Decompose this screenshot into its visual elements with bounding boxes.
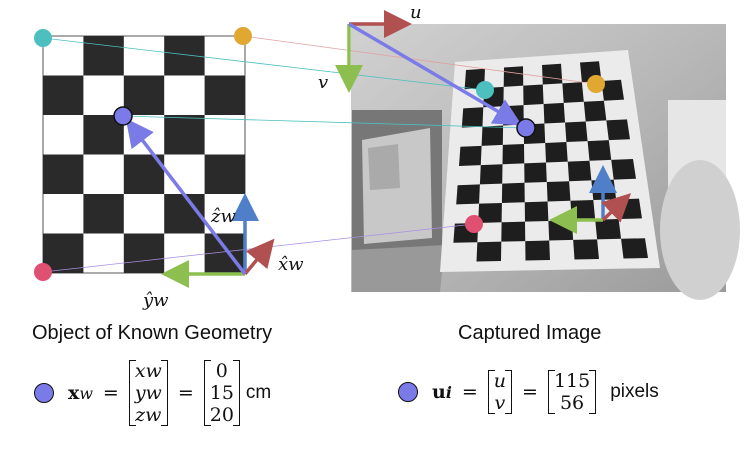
- image-symbol: u: [432, 381, 446, 403]
- checker-square: [204, 75, 245, 115]
- photo-x-arrow: [601, 193, 632, 223]
- world-value-y: 15: [209, 382, 234, 404]
- v-axis-label: v: [318, 72, 328, 93]
- orange-point-world: [234, 27, 252, 45]
- image-label-u: u: [493, 370, 507, 392]
- captured-checkerboard: [453, 61, 648, 262]
- world-value-x: 0: [215, 360, 228, 382]
- world-value-z: 20: [209, 404, 234, 426]
- photo-checker-square: [543, 102, 566, 124]
- photo-checker-square: [476, 241, 502, 262]
- checker-square: [43, 75, 84, 115]
- photo-checker-square: [573, 239, 599, 260]
- photo-checker-square: [524, 162, 547, 183]
- image-position-arrow: [348, 22, 523, 126]
- photo-checker-square: [502, 143, 525, 165]
- photo-checker-square: [525, 240, 550, 261]
- person-in-photo: [660, 160, 740, 300]
- blue-point-world: [113, 106, 133, 126]
- orange-point-image: [587, 75, 605, 93]
- world-vector-values: 0 15 20: [203, 360, 241, 426]
- world-unit: cm: [245, 382, 272, 403]
- x-axis-arrow: [243, 238, 275, 276]
- photo-checker-square: [583, 100, 607, 122]
- image-value-u: 115: [553, 370, 591, 392]
- photo-checker-square: [546, 181, 571, 202]
- image-subscript: i: [445, 382, 452, 402]
- right-caption: Captured Image: [458, 322, 602, 344]
- points: [34, 27, 605, 281]
- teal-point-world: [34, 29, 52, 47]
- checker-square: [83, 36, 124, 76]
- photo-checker-square: [567, 160, 592, 182]
- checker-square: [164, 115, 205, 155]
- photo-checker-square: [570, 200, 596, 221]
- photo-checker-square: [601, 79, 624, 101]
- checker-square: [204, 154, 245, 194]
- world-symbol: x: [68, 382, 80, 404]
- correspondence-lines: [42, 35, 597, 273]
- photo-checker-square: [562, 82, 584, 103]
- world-label-z: zw: [135, 404, 162, 426]
- photo-checker-square: [595, 219, 622, 240]
- photo-checker-square: [621, 238, 648, 259]
- checker-square: [164, 36, 205, 76]
- image-value-v: 56: [559, 392, 585, 414]
- red-point-world: [34, 263, 52, 281]
- known-geometry-checkerboard: [42, 35, 246, 274]
- photo-checker-square: [611, 159, 636, 180]
- world-vector-labels: xw yw zw: [128, 360, 168, 426]
- photo-checker-square: [501, 182, 525, 203]
- world-axes: [125, 118, 275, 288]
- image-point-dot: [398, 382, 418, 402]
- z-axis-label: ẑw: [210, 206, 236, 227]
- photo-checker-square: [606, 119, 630, 141]
- photo-checker-square: [565, 121, 588, 143]
- photo-checker-square: [456, 184, 480, 205]
- blue-point-image: [516, 118, 536, 138]
- photo-checker-square: [501, 221, 526, 242]
- image-label-v: v: [494, 392, 506, 414]
- world-point-dot: [34, 383, 54, 403]
- world-position-arrow: [125, 118, 247, 276]
- photo-checker-square: [523, 84, 544, 106]
- teal-point-image: [476, 81, 494, 99]
- image-axes: [335, 10, 632, 234]
- checker-square: [43, 154, 84, 194]
- photo-checker-square: [587, 140, 612, 161]
- photo-checker-square: [548, 220, 574, 241]
- u-axis-label: u: [410, 2, 422, 23]
- monitor-in-photo: [352, 110, 445, 292]
- image-vector-values: 115 56: [547, 370, 597, 414]
- photo-checker-square: [503, 66, 524, 87]
- photo-checker-square: [545, 142, 568, 163]
- world-subscript: w: [79, 383, 93, 403]
- photo-checker-square: [461, 107, 484, 128]
- image-vector-labels: u v: [487, 370, 513, 414]
- red-point-image: [465, 215, 483, 233]
- photo-checker-square: [478, 202, 502, 223]
- y-axis-label: ŷw: [142, 290, 169, 311]
- photo-checker-square: [542, 63, 563, 85]
- photo-checker-square: [524, 201, 549, 222]
- checker-square: [123, 233, 165, 273]
- photo-checker-square: [459, 145, 482, 166]
- world-label-y: yw: [134, 382, 162, 404]
- captured-image-photo: [351, 24, 740, 300]
- x-axis-label: x̂w: [278, 254, 304, 275]
- photo-checker-square: [481, 125, 504, 146]
- checker-square: [123, 75, 165, 115]
- image-unit: pixels: [610, 381, 659, 402]
- left-caption: Object of Known Geometry: [32, 322, 273, 344]
- world-label-x: xw: [134, 360, 162, 382]
- checker-square: [83, 194, 124, 234]
- photo-checker-square: [479, 164, 503, 185]
